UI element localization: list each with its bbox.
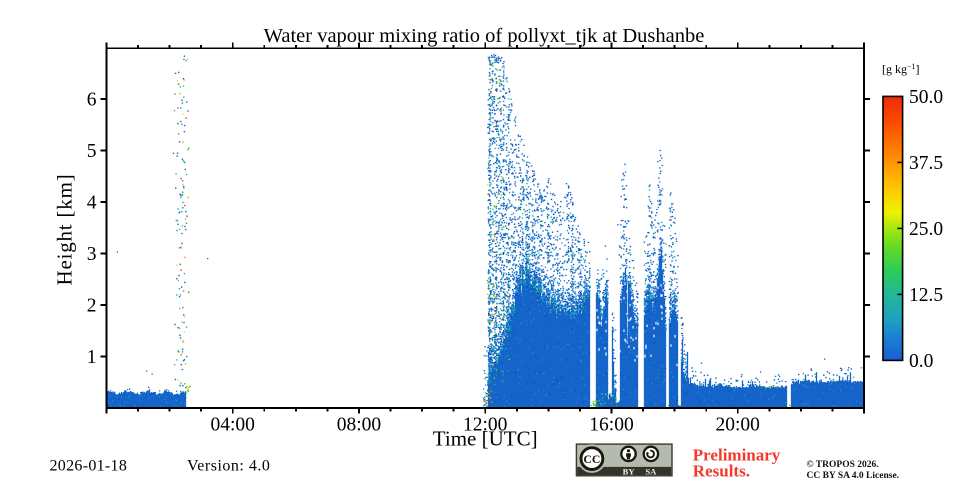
svg-text:6: 6 xyxy=(87,89,97,110)
svg-text:2026-01-18: 2026-01-18 xyxy=(50,457,128,474)
svg-text:Results.: Results. xyxy=(693,462,750,480)
svg-text:SA: SA xyxy=(645,466,657,476)
svg-text:CC BY SA 4.0 License.: CC BY SA 4.0 License. xyxy=(807,471,900,480)
svg-text:25.0: 25.0 xyxy=(909,219,943,240)
svg-text:3: 3 xyxy=(87,244,97,265)
svg-text:© TROPOS 2026.: © TROPOS 2026. xyxy=(807,459,879,470)
svg-text:BY: BY xyxy=(623,466,636,476)
svg-text:CC: CC xyxy=(583,452,600,466)
svg-text:Preliminary: Preliminary xyxy=(693,446,781,465)
svg-text:2: 2 xyxy=(87,296,97,317)
svg-text:Time [UTC]: Time [UTC] xyxy=(433,427,538,451)
svg-text:08:00: 08:00 xyxy=(337,414,381,435)
svg-text:37.5: 37.5 xyxy=(909,153,943,174)
svg-text:12.5: 12.5 xyxy=(909,285,943,306)
svg-text:20:00: 20:00 xyxy=(715,414,759,435)
svg-text:16:00: 16:00 xyxy=(589,414,633,435)
svg-text:Height [km]: Height [km] xyxy=(53,173,77,285)
svg-text:0.0: 0.0 xyxy=(909,351,933,372)
svg-text:4: 4 xyxy=(87,193,97,214)
svg-text:Version: 4.0: Version: 4.0 xyxy=(187,457,270,474)
svg-text:50.0: 50.0 xyxy=(909,87,943,108)
svg-text:5: 5 xyxy=(87,141,97,162)
svg-text:04:00: 04:00 xyxy=(210,414,254,435)
svg-text:12:00: 12:00 xyxy=(463,414,507,435)
svg-text:1: 1 xyxy=(87,347,97,368)
svg-text:Water vapour mixing ratio of p: Water vapour mixing ratio of pollyxt_tjk… xyxy=(264,25,705,47)
